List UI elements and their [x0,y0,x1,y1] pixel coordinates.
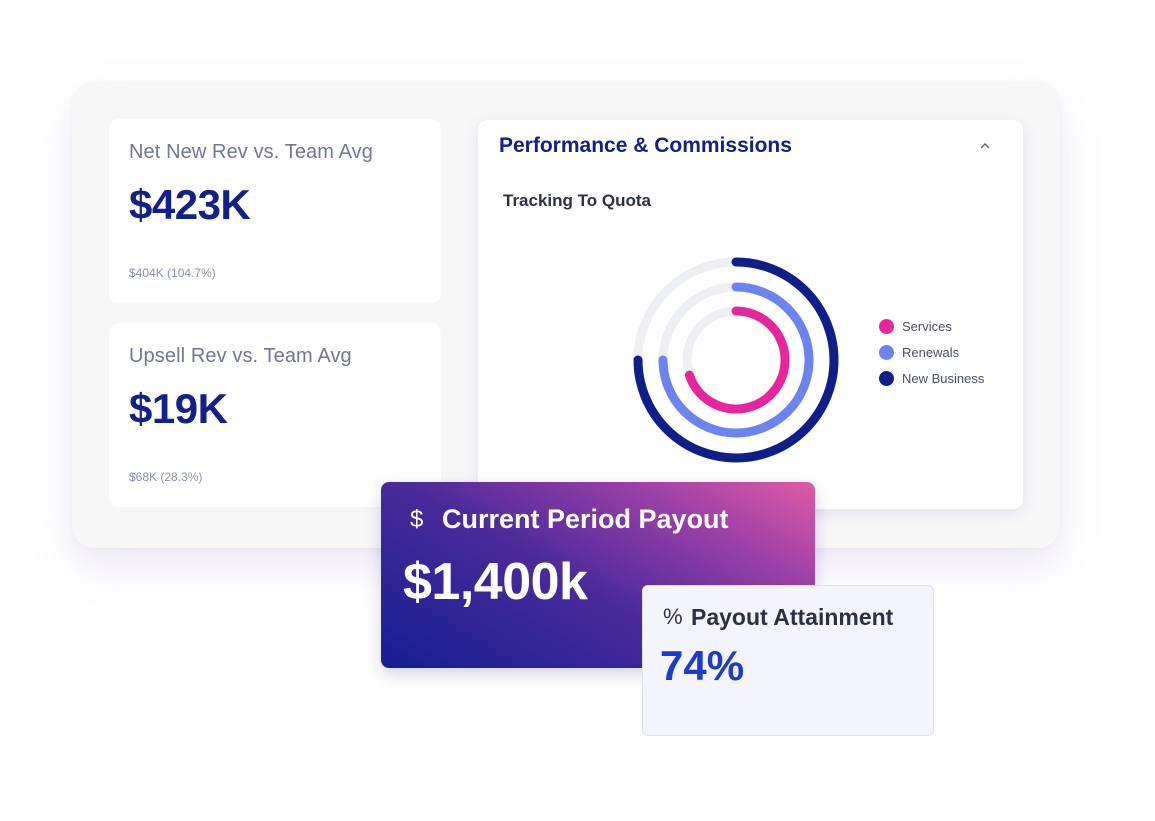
payout-title: Current Period Payout [442,504,729,534]
net-new-rev-card: Net New Rev vs. Team Avg $423K $404K (10… [109,119,441,303]
legend-label: Renewals [902,344,960,360]
legend-item-renewals[interactable]: Renewals [879,339,984,365]
attainment-title: Payout Attainment [691,604,894,630]
quota-donut-chart [633,257,839,463]
metric-title: Net New Rev vs. Team Avg [129,141,373,163]
legend-item-new-business[interactable]: New Business [879,365,984,391]
ring-renewals[interactable] [658,282,814,438]
payout-value: $1,400k [403,553,588,611]
legend-swatch [879,318,894,334]
legend-label: Services [902,318,952,334]
ring-services[interactable] [684,306,790,414]
metric-value: $423K [129,181,251,228]
legend-swatch [879,344,894,360]
attainment-value: 74% [660,642,745,689]
metric-title: Upsell Rev vs. Team Avg [129,345,352,367]
performance-commissions-panel: Performance & Commissions Tracking To Qu… [478,120,1023,509]
legend-item-services[interactable]: Services [879,313,984,339]
dollar-icon: $ [410,506,424,533]
payout-attainment-card: % Payout Attainment 74% [642,585,934,736]
legend-label: New Business [902,370,985,386]
legend-swatch [879,370,894,386]
metric-value: $19K [129,385,228,432]
chart-subtitle: Tracking To Quota [503,191,651,210]
upsell-rev-card: Upsell Rev vs. Team Avg $19K $68K (28.3%… [109,323,441,507]
metric-team-avg: $68K (28.3%) [129,470,203,484]
chart-legend: Services Renewals New Business [879,313,984,391]
percent-icon: % [663,604,683,629]
metric-team-avg: $404K (104.7%) [129,266,216,280]
ring-new-business[interactable] [633,257,839,463]
chevron-up-icon[interactable] [980,138,990,152]
panel-title: Performance & Commissions [499,134,792,157]
